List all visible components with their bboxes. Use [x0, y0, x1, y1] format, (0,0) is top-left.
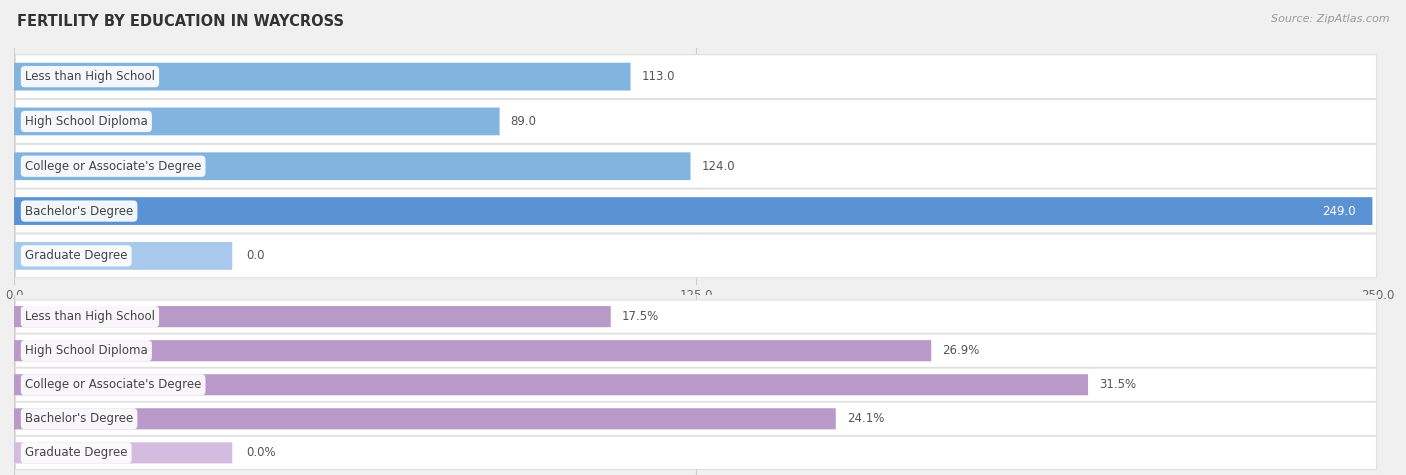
FancyBboxPatch shape	[14, 63, 630, 91]
Text: Less than High School: Less than High School	[25, 70, 155, 83]
Text: 89.0: 89.0	[510, 115, 537, 128]
Text: Bachelor's Degree: Bachelor's Degree	[25, 412, 134, 425]
FancyBboxPatch shape	[15, 55, 1376, 99]
Text: High School Diploma: High School Diploma	[25, 344, 148, 357]
Text: 24.1%: 24.1%	[846, 412, 884, 425]
Text: College or Associate's Degree: College or Associate's Degree	[25, 160, 201, 173]
Text: 249.0: 249.0	[1323, 205, 1355, 218]
FancyBboxPatch shape	[15, 144, 1376, 188]
FancyBboxPatch shape	[15, 300, 1376, 333]
Text: 26.9%: 26.9%	[942, 344, 980, 357]
FancyBboxPatch shape	[14, 107, 499, 135]
FancyBboxPatch shape	[14, 242, 232, 270]
Text: High School Diploma: High School Diploma	[25, 115, 148, 128]
FancyBboxPatch shape	[15, 189, 1376, 233]
Text: Bachelor's Degree: Bachelor's Degree	[25, 205, 134, 218]
FancyBboxPatch shape	[14, 197, 1372, 225]
FancyBboxPatch shape	[15, 334, 1376, 367]
FancyBboxPatch shape	[14, 306, 610, 327]
FancyBboxPatch shape	[15, 368, 1376, 401]
Text: Graduate Degree: Graduate Degree	[25, 446, 128, 459]
Text: 113.0: 113.0	[641, 70, 675, 83]
FancyBboxPatch shape	[14, 340, 931, 361]
Text: 31.5%: 31.5%	[1099, 378, 1136, 391]
FancyBboxPatch shape	[14, 442, 232, 464]
Text: College or Associate's Degree: College or Associate's Degree	[25, 378, 201, 391]
Text: 124.0: 124.0	[702, 160, 735, 173]
FancyBboxPatch shape	[15, 402, 1376, 436]
FancyBboxPatch shape	[15, 436, 1376, 470]
Text: 0.0%: 0.0%	[246, 446, 276, 459]
Text: 17.5%: 17.5%	[621, 310, 659, 323]
FancyBboxPatch shape	[14, 408, 835, 429]
Text: Source: ZipAtlas.com: Source: ZipAtlas.com	[1271, 14, 1389, 24]
Text: Less than High School: Less than High School	[25, 310, 155, 323]
Text: Graduate Degree: Graduate Degree	[25, 249, 128, 262]
FancyBboxPatch shape	[15, 234, 1376, 278]
FancyBboxPatch shape	[14, 374, 1088, 395]
FancyBboxPatch shape	[15, 99, 1376, 143]
Text: FERTILITY BY EDUCATION IN WAYCROSS: FERTILITY BY EDUCATION IN WAYCROSS	[17, 14, 344, 29]
Text: 0.0: 0.0	[246, 249, 264, 262]
FancyBboxPatch shape	[14, 152, 690, 180]
